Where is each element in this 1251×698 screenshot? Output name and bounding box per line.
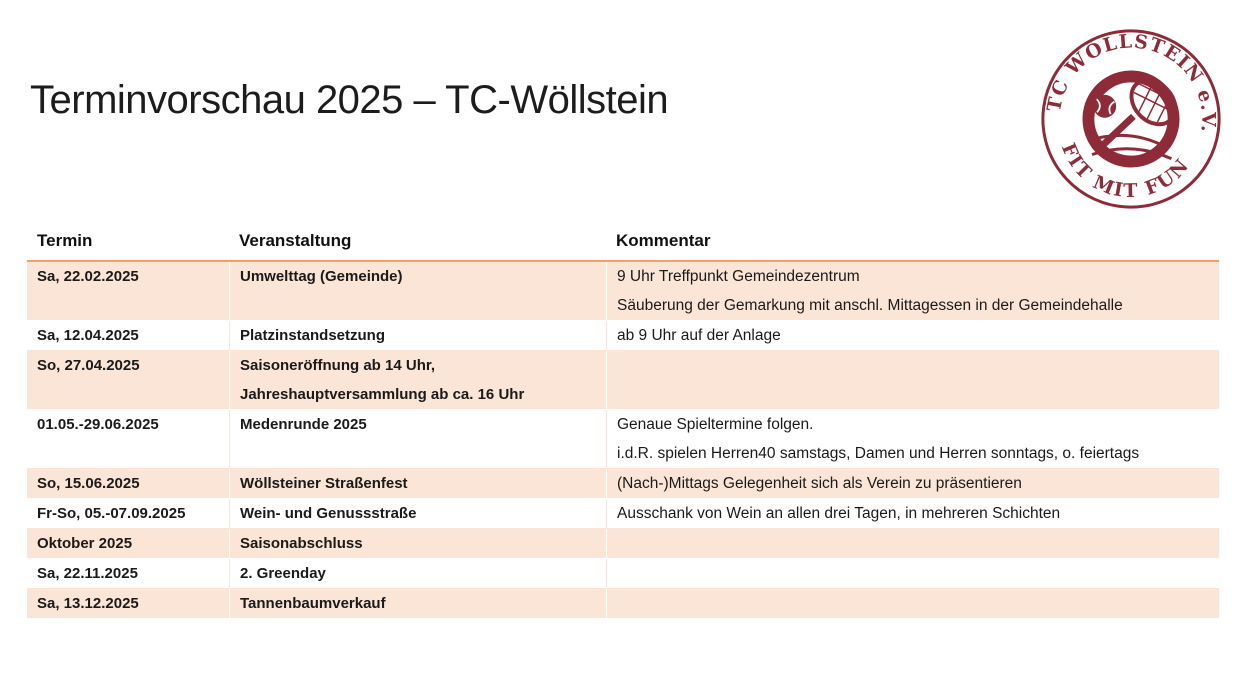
tennis-ball-icon (1093, 94, 1117, 118)
table-row: So, 27.04.2025 Saisoneröffnung ab 14 Uhr,… (27, 351, 1219, 410)
kommentar-cell (606, 529, 1219, 558)
kommentar-cell: Genaue Spieltermine folgen. i.d.R. spiele… (606, 410, 1219, 468)
termin-cell: Sa, 13.12.2025 (37, 595, 139, 612)
termin-cell: So, 15.06.2025 (37, 475, 140, 492)
termin-cell: Oktober 2025 (37, 535, 133, 552)
veranstaltung-cell: Saisonabschluss (229, 529, 606, 558)
table-row: Sa, 22.02.2025 Umwelttag (Gemeinde) 9 Uhr … (27, 262, 1219, 321)
tennis-ball-seams-icon (1087, 133, 1173, 161)
table-body: Sa, 22.02.2025 Umwelttag (Gemeinde) 9 Uhr … (27, 262, 1219, 619)
table-header-row: Termin Veranstaltung Kommentar (27, 222, 1219, 262)
column-header-termin: Termin (37, 231, 93, 250)
table-row: So, 15.06.2025 Wöllsteiner Straßenfest (Na… (27, 469, 1219, 499)
table-row: Sa, 22.11.2025 2. Greenday (27, 559, 1219, 589)
veranstaltung-cell: Saisoneröffnung ab 14 Uhr, Jahreshauptver… (229, 351, 606, 409)
veranstaltung-cell: Wöllsteiner Straßenfest (229, 469, 606, 498)
veranstaltung-cell: Medenrunde 2025 (229, 410, 606, 468)
veranstaltung-cell: Wein- und Genussstraße (229, 499, 606, 528)
termin-cell: Fr-So, 05.-07.09.2025 (37, 505, 186, 522)
table-row: 01.05.-29.06.2025 Medenrunde 2025 Genaue S… (27, 410, 1219, 469)
veranstaltung-cell: 2. Greenday (229, 559, 606, 588)
table-row: Sa, 12.04.2025 Platzinstandsetzung ab 9 Uh… (27, 321, 1219, 351)
termin-cell: Sa, 22.02.2025 (37, 268, 139, 285)
kommentar-cell: (Nach-)Mittags Gelegenheit sich als Vere… (606, 469, 1219, 498)
tennis-racquet-icon (1098, 74, 1182, 150)
schedule-table: Termin Veranstaltung Kommentar Sa, 22.02… (27, 222, 1219, 619)
termin-cell: So, 27.04.2025 (37, 357, 140, 374)
kommentar-cell (606, 559, 1219, 588)
logo-inner-ring (1082, 70, 1180, 168)
veranstaltung-cell: Platzinstandsetzung (229, 321, 606, 350)
table-row: Oktober 2025 Saisonabschluss (27, 529, 1219, 559)
veranstaltung-cell: Tannenbaumverkauf (229, 589, 606, 618)
termin-cell: Sa, 22.11.2025 (37, 565, 138, 582)
club-logo: TC WÖLLSTEIN e.V. FIT MIT FUN (1041, 20, 1230, 211)
table-row: Fr-So, 05.-07.09.2025 Wein- und Genussstr… (27, 499, 1219, 529)
logo-outer-ring (1041, 29, 1221, 209)
column-header-veranstaltung: Veranstaltung (239, 231, 352, 250)
page-title: Terminvorschau 2025 – TC-Wöllstein (30, 78, 669, 122)
column-header-kommentar: Kommentar (616, 231, 711, 250)
kommentar-cell (606, 589, 1219, 618)
kommentar-cell: Ausschank von Wein an allen drei Tagen, … (606, 499, 1219, 528)
kommentar-cell: 9 Uhr Treffpunkt Gemeindezentrum Säuberun… (606, 262, 1219, 320)
termin-cell: 01.05.-29.06.2025 (37, 416, 159, 433)
kommentar-cell (606, 351, 1219, 409)
veranstaltung-cell: Umwelttag (Gemeinde) (229, 262, 606, 320)
termin-cell: Sa, 12.04.2025 (37, 327, 139, 344)
kommentar-cell: ab 9 Uhr auf der Anlage (606, 321, 1219, 350)
table-row: Sa, 13.12.2025 Tannenbaumverkauf (27, 589, 1219, 619)
